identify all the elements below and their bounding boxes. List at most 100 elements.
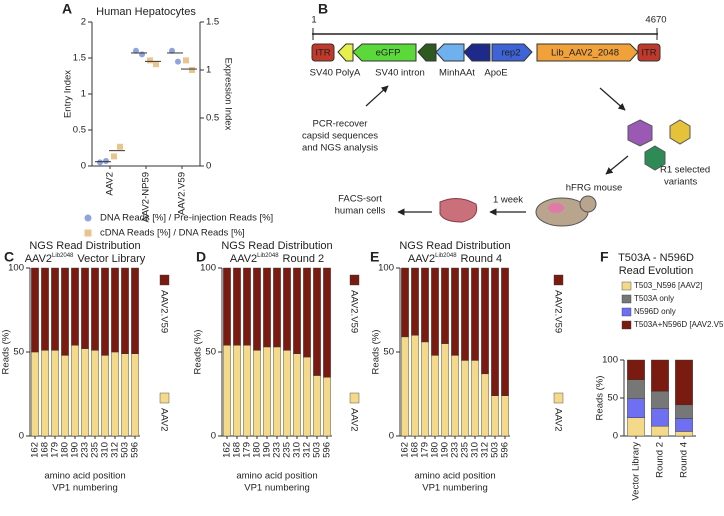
x-tick-label: 162 <box>222 442 233 458</box>
step-label: R1 selected <box>660 165 710 176</box>
x-tick-label: 162 <box>400 442 411 458</box>
bar-segment <box>651 425 669 437</box>
x-tick-label: 596 <box>500 442 511 458</box>
bar-segment <box>421 341 429 437</box>
point <box>169 47 175 54</box>
bar-segment <box>131 267 139 354</box>
legend-marker <box>84 229 92 237</box>
chart-subtitle: AAV2Lib2048 Round 4 <box>408 253 502 265</box>
bar-segment <box>293 353 301 437</box>
minhaat <box>435 43 465 62</box>
bar-segment <box>501 395 509 437</box>
y-axis-label: Reads (%) <box>371 330 382 375</box>
x-tick-label: 596 <box>322 442 333 458</box>
panel-label: F <box>600 249 609 265</box>
bar-segment <box>411 335 419 437</box>
map-end: 4670 <box>645 15 666 26</box>
point <box>103 157 109 164</box>
chart-subtitle: AAV2Lib2048 Round 2 <box>230 253 324 265</box>
point <box>153 61 159 68</box>
legend-label: T503_N596 [AAV2] <box>634 281 702 290</box>
bar-segment <box>243 267 251 346</box>
bar-segment <box>313 375 321 437</box>
y2-tick-label: 0 <box>206 161 211 172</box>
x-tick-label: 168 <box>232 442 243 458</box>
subtitle-text: AAV2 <box>230 253 257 265</box>
bar-segment <box>481 373 489 437</box>
bar-segment <box>273 346 281 437</box>
step-label: PCR-recover <box>313 119 368 130</box>
point <box>175 58 181 65</box>
bar-segment <box>421 267 429 343</box>
y-tick-label: 1 <box>81 89 86 100</box>
bar-segment <box>121 267 129 354</box>
intron <box>417 43 437 62</box>
bar-segment <box>461 360 469 437</box>
bar-segment <box>223 345 231 437</box>
x-tick-label: 235 <box>90 442 101 458</box>
y2-tick-label: 0.5 <box>206 113 219 124</box>
y-tick-label: 1.5 <box>73 53 86 64</box>
bar-segment <box>461 267 469 361</box>
subtitle-superscript: Lib2048 <box>52 253 74 259</box>
x-tick-label: 179 <box>50 442 61 458</box>
y-axis-label: Reads (%) <box>1 330 12 375</box>
y-tick-label: 100 <box>602 355 618 366</box>
legend-label: N596D only <box>634 307 676 316</box>
bar-segment <box>401 336 409 437</box>
bar-segment <box>81 348 89 437</box>
legend-marker <box>621 320 632 330</box>
x-tick-label: 310 <box>470 442 481 458</box>
x-tick-label: 312 <box>480 442 491 458</box>
legend-label: DNA Reads [%] / Pre-injection Reads [%] <box>100 213 273 224</box>
x-tick-label: 235 <box>460 442 471 458</box>
x-tick-label: 190 <box>70 442 81 458</box>
bar-segment <box>441 343 449 437</box>
x-tick-label: Round 4 <box>679 442 690 478</box>
rep2 <box>491 43 533 62</box>
step-label: capsid sequences <box>302 131 378 142</box>
y2-axis-label: Expression Index <box>222 58 233 131</box>
point <box>117 143 123 150</box>
bar-segment <box>131 353 139 437</box>
panel-label: C <box>4 249 14 265</box>
x-axis-label: amino acid position <box>44 471 125 482</box>
point <box>183 57 189 64</box>
legend-marker <box>553 392 564 404</box>
itr <box>637 43 661 62</box>
legend-label: AAV2 <box>348 408 359 432</box>
library <box>536 43 639 62</box>
step-label: and NGS analysis <box>302 143 378 154</box>
bar-segment <box>51 267 59 351</box>
legend-marker <box>621 281 632 291</box>
point <box>189 67 195 73</box>
legend-label: AAV2 <box>158 408 169 432</box>
bar-segment <box>441 267 449 344</box>
legend-label: cDNA Reads [%] / DNA Reads [%] <box>100 228 245 239</box>
subtitle-text: AAV2 <box>25 253 52 265</box>
x-tick-label: 235 <box>282 442 293 458</box>
feature-label: SV40 PolyA <box>310 68 361 79</box>
x-tick-label: 168 <box>410 442 421 458</box>
x-tick-label: 312 <box>110 442 121 458</box>
y-tick-label: 50 <box>205 347 216 358</box>
subtitle-superscript: Lib2048 <box>435 253 457 259</box>
bar-segment <box>121 353 129 437</box>
subtitle-suffix: Round 4 <box>461 253 503 265</box>
y-tick-label: 0 <box>19 431 24 442</box>
legend-label: AAV2.V59 <box>158 290 169 333</box>
bar-segment <box>243 345 251 437</box>
y-tick-label: 100 <box>8 263 24 274</box>
bar-segment <box>501 267 509 396</box>
bar-segment <box>411 267 419 336</box>
panel-label: A <box>62 1 72 17</box>
element-label: Lib_AAV2_2048 <box>551 48 619 59</box>
x-tick-label: Round 2 <box>655 442 666 478</box>
panel-label: B <box>318 1 328 17</box>
legend-label: T503A only <box>634 294 674 303</box>
subtitle-suffix: Round 2 <box>283 253 325 265</box>
workflow: R1 selected variants hFRG mouse 1 week F… <box>302 85 710 227</box>
subtitle-suffix: Vector Library <box>77 253 145 265</box>
polya <box>337 43 354 62</box>
y-axis-label: Entry Index <box>63 70 74 118</box>
